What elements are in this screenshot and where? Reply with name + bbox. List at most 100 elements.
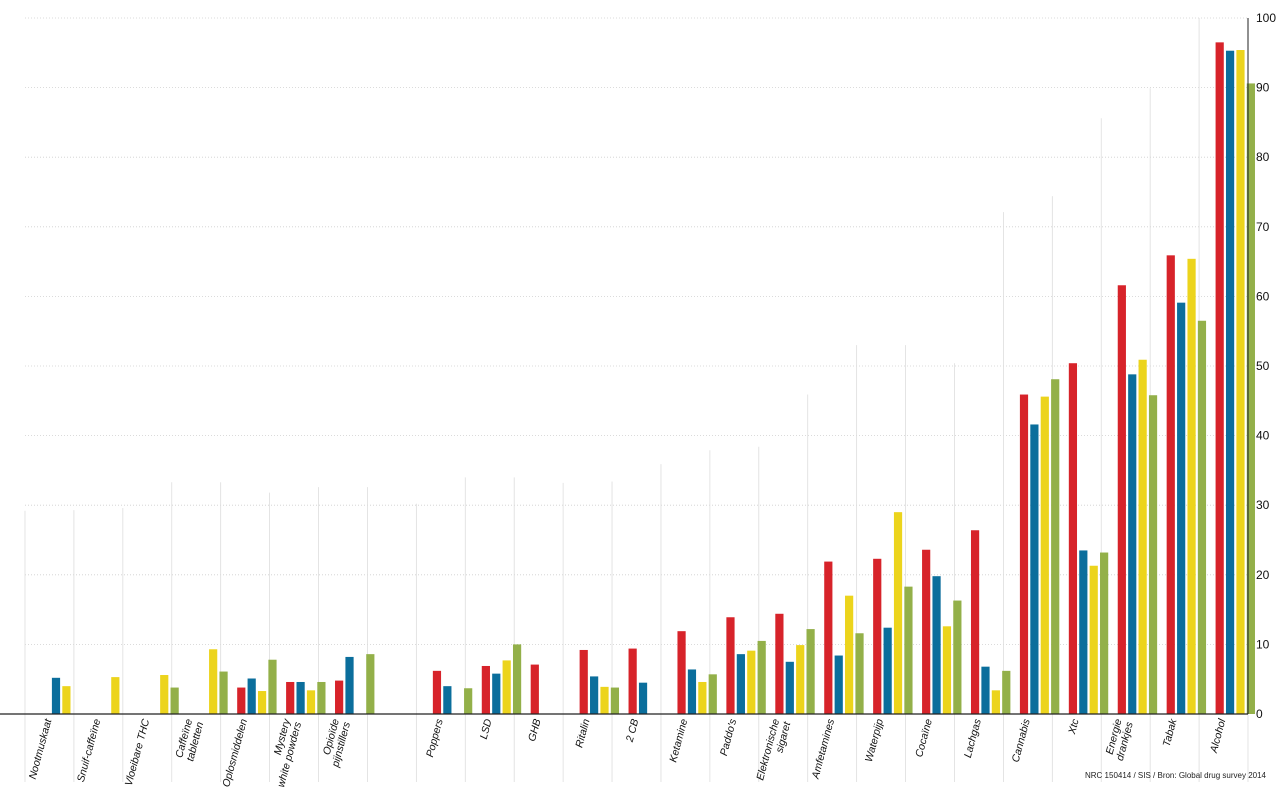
bar [1148, 395, 1158, 714]
y-tick-label: 60 [1256, 289, 1270, 303]
bar [610, 687, 620, 714]
bar [904, 586, 913, 714]
bar [806, 629, 815, 714]
category-label: LSD [478, 717, 495, 740]
bar [1051, 379, 1060, 714]
bar [1117, 285, 1126, 714]
category-label: 2 CB [624, 718, 642, 745]
bar [991, 690, 1000, 714]
bar [170, 687, 179, 714]
bar [306, 690, 316, 714]
bar [1068, 363, 1078, 714]
bar [638, 682, 648, 714]
bar [1019, 394, 1029, 714]
bar [464, 688, 473, 714]
bar [1187, 258, 1196, 714]
y-tick-label: 10 [1256, 637, 1270, 651]
bar [687, 669, 697, 714]
y-tick-label: 40 [1256, 429, 1270, 443]
bar [590, 676, 599, 714]
category-label: Vloeibare THC [123, 717, 153, 787]
bar [335, 680, 344, 714]
bar [1128, 374, 1137, 714]
bar [970, 530, 980, 714]
bar [502, 660, 511, 714]
bar [698, 681, 707, 714]
bar [492, 673, 501, 714]
bar [824, 561, 833, 714]
bar [834, 655, 843, 714]
category-label: Alcohol [1208, 717, 1229, 755]
category-label: Energiedrankjes [1103, 717, 1136, 762]
category-label: Lachgas [962, 717, 984, 759]
bar [981, 666, 990, 714]
category-label: Tabak [1161, 717, 1180, 748]
bar [1197, 320, 1207, 714]
bar [922, 549, 931, 714]
bar [257, 691, 267, 714]
bar [209, 649, 218, 714]
bar [296, 681, 305, 714]
bar [600, 686, 609, 714]
bar [317, 681, 326, 714]
bar [873, 558, 882, 714]
category-label: Mysterywhite powders [264, 717, 304, 789]
bar [443, 686, 452, 714]
y-tick-label: 30 [1256, 498, 1270, 512]
bar [747, 650, 756, 714]
bar [286, 681, 295, 714]
bar [1138, 359, 1147, 714]
bar [160, 675, 169, 714]
category-label: Opioïdepijnstillers [318, 717, 353, 769]
bars [51, 42, 1255, 715]
category-label: Poppers [424, 717, 446, 759]
category-label: Elektronischesigaret [754, 717, 793, 785]
category-label: Amfetamines [809, 717, 837, 781]
category-label: Caffeïnetabletten [173, 718, 206, 763]
bar [726, 617, 735, 714]
bar [953, 600, 962, 714]
bar [628, 648, 637, 714]
category-label: Ritalin [573, 718, 592, 749]
bar [62, 686, 71, 714]
bar [1030, 424, 1039, 714]
bar [855, 633, 864, 714]
y-tick-label: 70 [1256, 220, 1270, 234]
bar [237, 687, 246, 714]
bar [883, 627, 892, 714]
bar [579, 649, 588, 714]
bar [1089, 565, 1098, 714]
bar [845, 595, 854, 714]
bar [1225, 50, 1235, 715]
bar [247, 678, 256, 714]
y-tick-label: 90 [1256, 81, 1270, 95]
bar [1236, 50, 1245, 715]
category-label: Cocaïne [913, 718, 935, 759]
bar [481, 665, 490, 714]
bar [757, 640, 766, 714]
bar [512, 644, 522, 714]
category-label: Xtc [1066, 717, 1082, 736]
category-label: Nootmuskaat [27, 717, 55, 781]
category-label: GHB [526, 718, 543, 743]
bar [708, 674, 717, 714]
bar [366, 654, 375, 714]
category-label: Snuif-caffeïne [75, 718, 103, 784]
bar [111, 677, 120, 714]
bar [796, 645, 805, 714]
bar [268, 659, 277, 714]
bar [677, 631, 686, 714]
bar [1040, 396, 1049, 714]
y-tick-label: 50 [1256, 359, 1270, 373]
bar [1079, 550, 1088, 714]
category-label: Paddo's [718, 717, 740, 757]
y-tick-label: 100 [1256, 11, 1276, 25]
bar [1215, 42, 1224, 715]
bar [1177, 302, 1186, 714]
y-tick-label: 0 [1256, 707, 1263, 721]
bar [1246, 83, 1255, 714]
bar [1002, 670, 1011, 714]
bar [893, 512, 903, 714]
bar [345, 656, 354, 714]
